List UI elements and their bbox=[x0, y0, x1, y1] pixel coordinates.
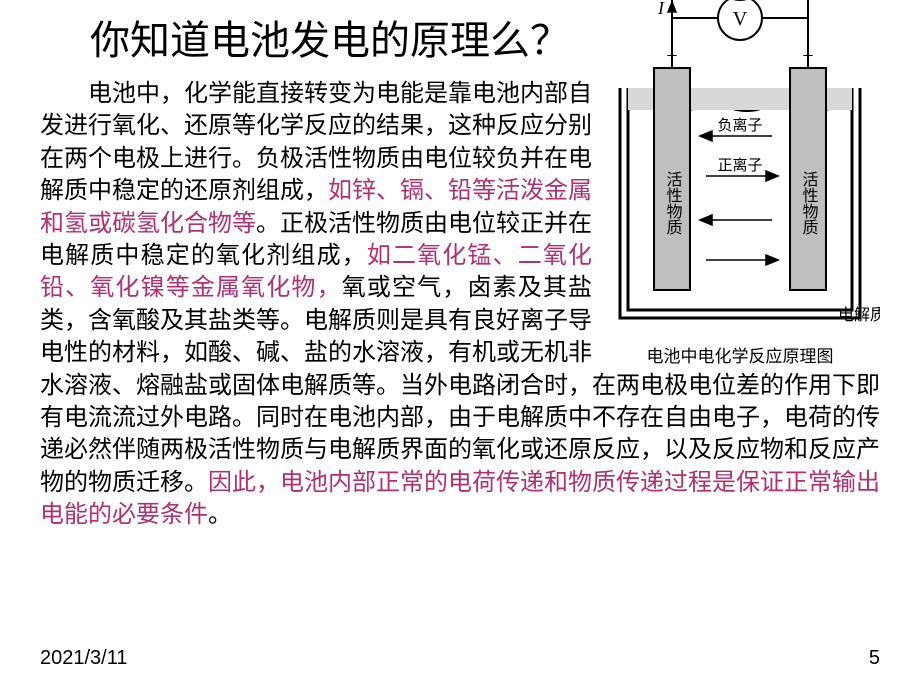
left-electrode-label: 活性物质 bbox=[664, 171, 683, 235]
figure-caption: 电池中电化学反应原理图 bbox=[600, 342, 880, 367]
content-area: V e I − + bbox=[40, 78, 880, 531]
battery-diagram: V e I − + bbox=[600, 0, 880, 367]
battery-diagram-svg: V e I − + bbox=[600, 0, 880, 338]
footer-page: 5 bbox=[869, 647, 880, 670]
text-run: 。 bbox=[208, 502, 232, 528]
neg-ion-label: 负离子 bbox=[717, 117, 762, 134]
I-label: I bbox=[657, 0, 665, 18]
plus-label: + bbox=[802, 45, 813, 67]
footer-date: 2021/3/11 bbox=[40, 647, 128, 670]
slide-footer: 2021/3/11 5 bbox=[40, 647, 880, 670]
electrolyte-label: 电解质 bbox=[838, 306, 880, 324]
slide-title: 你知道电池发电的原理么？ bbox=[40, 10, 620, 66]
right-electrode-label: 活性物质 bbox=[800, 171, 819, 235]
minus-label: − bbox=[666, 45, 677, 67]
pos-ion-label: 正离子 bbox=[717, 157, 762, 174]
voltmeter-label: V bbox=[733, 8, 748, 30]
slide: 你知道电池发电的原理么？ bbox=[0, 0, 920, 690]
